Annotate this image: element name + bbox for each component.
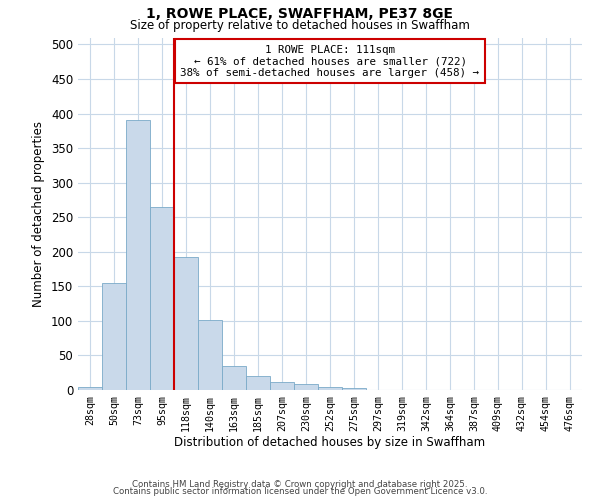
Text: Contains public sector information licensed under the Open Government Licence v3: Contains public sector information licen… — [113, 487, 487, 496]
Bar — [294, 384, 318, 390]
Bar — [150, 207, 174, 390]
Text: 1, ROWE PLACE, SWAFFHAM, PE37 8GE: 1, ROWE PLACE, SWAFFHAM, PE37 8GE — [146, 8, 454, 22]
Text: Contains HM Land Registry data © Crown copyright and database right 2025.: Contains HM Land Registry data © Crown c… — [132, 480, 468, 489]
Bar — [102, 283, 126, 390]
Bar — [342, 388, 366, 390]
Bar — [318, 386, 342, 390]
Bar — [198, 320, 222, 390]
Bar — [270, 382, 294, 390]
Text: 1 ROWE PLACE: 111sqm
← 61% of detached houses are smaller (722)
38% of semi-deta: 1 ROWE PLACE: 111sqm ← 61% of detached h… — [181, 44, 479, 78]
Bar — [126, 120, 150, 390]
Bar — [222, 366, 246, 390]
Bar — [174, 258, 198, 390]
X-axis label: Distribution of detached houses by size in Swaffham: Distribution of detached houses by size … — [175, 436, 485, 450]
Bar — [246, 376, 270, 390]
Y-axis label: Number of detached properties: Number of detached properties — [32, 120, 46, 306]
Bar — [78, 386, 102, 390]
Text: Size of property relative to detached houses in Swaffham: Size of property relative to detached ho… — [130, 18, 470, 32]
